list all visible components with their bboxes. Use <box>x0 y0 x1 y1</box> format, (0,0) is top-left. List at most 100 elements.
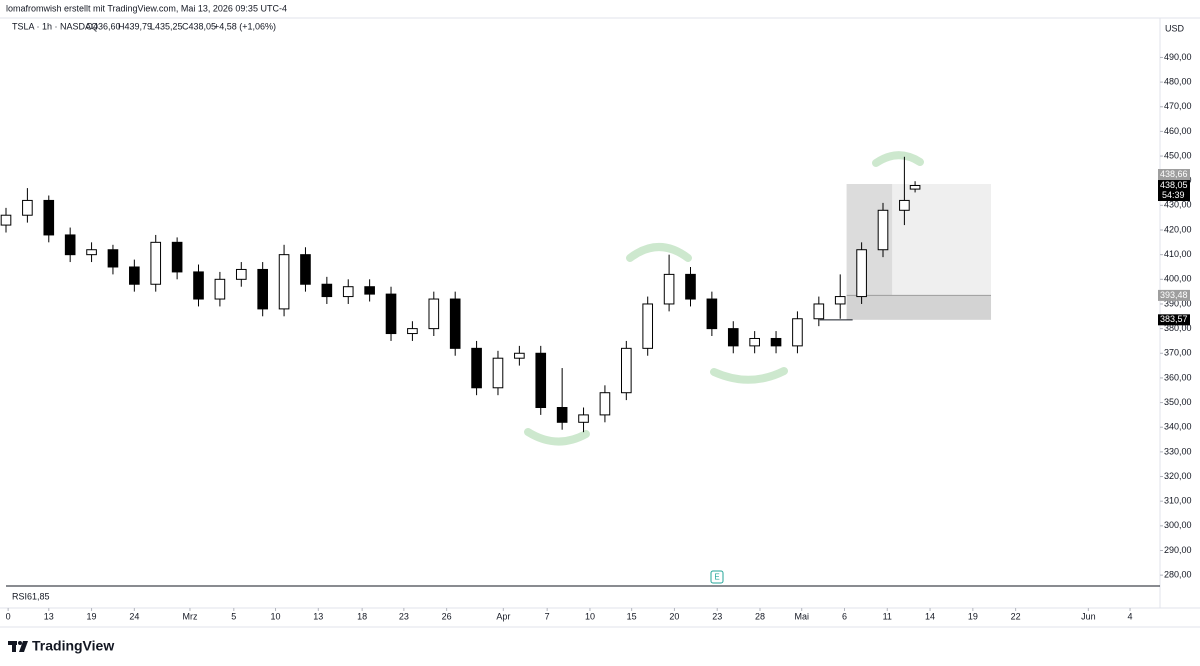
candle-body <box>407 328 418 335</box>
y-tick-label: 370,00 <box>1164 348 1192 358</box>
price-tag <box>1158 180 1190 202</box>
x-tick-label: 26 <box>442 611 452 621</box>
x-tick-label: 23 <box>712 611 722 621</box>
ohlc-change: +4,58 (+1,06%) <box>214 21 276 31</box>
y-tick-label: 400,00 <box>1164 274 1192 284</box>
x-tick-label: 19 <box>87 611 97 621</box>
candle-body <box>300 254 311 285</box>
candle-body <box>642 303 654 349</box>
logo-slash <box>19 641 28 652</box>
y-tick-label: 380,00 <box>1164 323 1192 333</box>
candle-body <box>899 199 910 211</box>
x-tick-label: Mai <box>794 611 809 621</box>
brand-name: TradingView <box>32 638 114 654</box>
x-tick-label: 7 <box>545 611 550 621</box>
x-tick-label: 4 <box>1128 611 1133 621</box>
highlight-arc <box>524 428 590 446</box>
candle-body <box>492 357 504 389</box>
candle-body <box>792 318 803 347</box>
x-tick-label: 11 <box>883 611 892 621</box>
x-tick-label: 6 <box>842 611 847 621</box>
y-tick-label: 410,00 <box>1164 249 1192 259</box>
brand-logo: TradingView <box>8 638 114 654</box>
candle-body <box>556 407 568 423</box>
y-tick-label: 340,00 <box>1164 422 1192 432</box>
candle-body <box>909 185 921 190</box>
position-stop-zone <box>846 295 992 320</box>
price-countdown: 54:39 <box>1162 190 1185 200</box>
y-tick-label: 290,00 <box>1164 545 1192 555</box>
x-tick-label: 13 <box>313 611 323 621</box>
price-tag-label: 438,66 <box>1160 169 1188 179</box>
candle-body <box>235 268 247 280</box>
candle-body <box>193 271 204 300</box>
price-tag-label: 383,57 <box>1160 314 1188 324</box>
ohlc-close: C438,05 <box>182 21 216 31</box>
x-tick-label: 0 <box>6 611 11 621</box>
y-tick-label: 430,00 <box>1164 200 1192 210</box>
price-tag <box>1158 289 1190 301</box>
x-tick-label: Mrz <box>182 611 197 621</box>
candle-body <box>107 249 119 268</box>
candle-body <box>385 293 397 335</box>
earnings-label: E <box>714 573 719 582</box>
candle-body <box>342 286 354 298</box>
candle-body <box>22 199 33 216</box>
ohlc-low: L435,25 <box>150 21 183 31</box>
highlight-arc <box>626 243 692 262</box>
candle-body <box>43 199 55 236</box>
ohlc-high: H439,79 <box>118 21 152 31</box>
price-tag <box>1158 169 1190 181</box>
candle-body <box>129 266 140 285</box>
highlight-arc <box>710 367 788 384</box>
x-tick-label: 20 <box>669 611 679 621</box>
currency: USD <box>1165 23 1185 33</box>
price-tag-label: 393,48 <box>1160 290 1188 300</box>
symbol: TSLA · 1h · NASDAQ <box>12 21 98 31</box>
candle-body <box>514 352 525 359</box>
author-line: lomafromwish erstellt mit TradingView.co… <box>6 3 287 13</box>
candle-body <box>535 352 547 409</box>
y-tick-label: 320,00 <box>1164 471 1192 481</box>
candle-body <box>834 296 846 305</box>
candle-body <box>86 249 97 256</box>
candle-body <box>428 298 440 330</box>
candle-body <box>364 286 375 295</box>
candle-body <box>257 268 268 310</box>
candle-body <box>621 347 632 394</box>
price-tag-label: 438,05 <box>1160 180 1188 190</box>
candle-body <box>727 328 739 347</box>
candle-body <box>449 298 461 349</box>
x-tick-label: 15 <box>627 611 637 621</box>
x-tick-label: 10 <box>585 611 595 621</box>
y-tick-label: 450,00 <box>1164 150 1192 160</box>
candle-body <box>685 273 696 300</box>
x-tick-label: 23 <box>399 611 409 621</box>
logo-bar <box>12 641 16 652</box>
y-tick-label: 310,00 <box>1164 496 1192 506</box>
candle-body <box>64 234 76 256</box>
x-tick-label: 10 <box>271 611 281 621</box>
candle-body <box>813 303 825 320</box>
y-tick-label: 470,00 <box>1164 101 1192 111</box>
candle-body <box>877 209 889 251</box>
highlight-arc <box>872 151 924 167</box>
logo-dot <box>18 641 22 645</box>
y-tick-label: 490,00 <box>1164 52 1192 62</box>
y-tick-label: 420,00 <box>1164 224 1192 234</box>
y-tick-label: 480,00 <box>1164 76 1192 86</box>
x-tick-label: Jun <box>1081 611 1096 621</box>
earnings-icon <box>710 570 724 584</box>
candle-body <box>321 283 333 298</box>
annotations <box>524 151 924 446</box>
candle-body <box>706 298 718 330</box>
x-tick-label: 28 <box>755 611 765 621</box>
candle-body <box>278 254 290 310</box>
candle-body <box>770 337 782 347</box>
candle-body <box>471 347 482 389</box>
x-tick-label: 5 <box>231 611 236 621</box>
y-tick-label: 300,00 <box>1164 520 1192 530</box>
y-tick-label: 280,00 <box>1164 570 1192 580</box>
